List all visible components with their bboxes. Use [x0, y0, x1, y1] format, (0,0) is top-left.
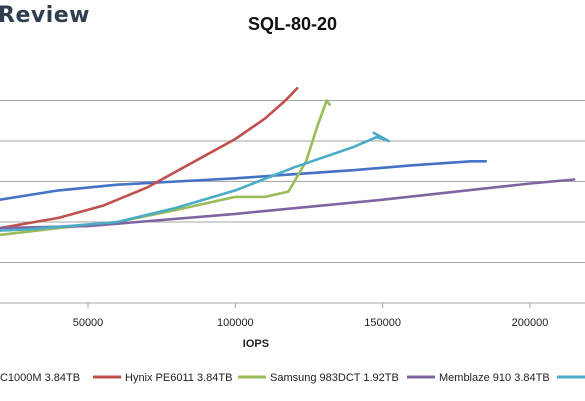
series-line	[0, 99, 331, 237]
series-line	[0, 87, 299, 230]
x-tick-label: 100000	[217, 317, 254, 329]
site-logo: Review	[0, 3, 90, 28]
legend-label: Memblaze 910 3.84TB	[439, 372, 550, 384]
x-tick-label: 150000	[364, 317, 401, 329]
series-line	[0, 160, 488, 201]
x-axis-title: IOPS	[243, 338, 269, 350]
chart-title: SQL-80-20	[247, 14, 338, 34]
series-line	[0, 131, 390, 232]
legend-label: Hynix PE6011 3.84TB	[125, 372, 232, 384]
legend-label: DC1000M 3.84TB	[0, 372, 80, 384]
legend-label: Samsung 983DCT 1.92TB	[270, 372, 399, 384]
x-tick-label: 50000	[73, 317, 104, 329]
x-tick-label: 200000	[512, 317, 549, 329]
